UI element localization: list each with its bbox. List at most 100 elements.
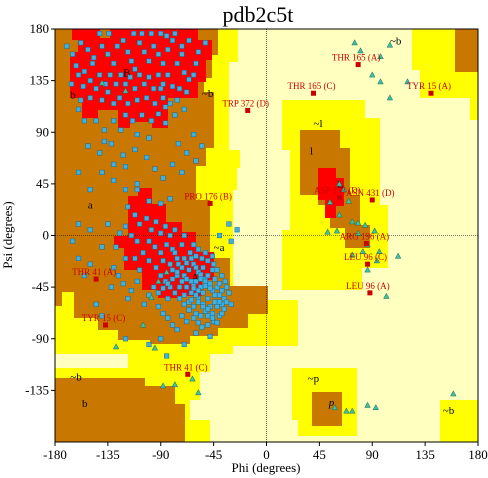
residue-point [179, 265, 185, 271]
residue-point [108, 141, 114, 147]
x-tick-label: -90 [152, 447, 169, 462]
residue-point [90, 60, 96, 66]
residue-point [191, 131, 197, 138]
residue-point [191, 285, 197, 291]
residue-point [184, 284, 190, 290]
residue-point [99, 244, 105, 250]
residue-point [80, 83, 86, 89]
residue-point [144, 215, 150, 221]
residue-point [169, 161, 176, 167]
residue-point [125, 49, 131, 55]
residue-point [181, 341, 187, 348]
x-tick-label: 0 [263, 447, 270, 462]
glycine-point [371, 227, 378, 234]
glycine-point [372, 404, 379, 411]
residue-point [181, 70, 187, 76]
residue-point [174, 60, 180, 66]
x-tick-label: -45 [205, 447, 222, 462]
glycine-point [377, 53, 384, 59]
residue-point [198, 271, 204, 278]
residue-point [139, 31, 145, 37]
residue-point [122, 187, 129, 193]
residue-point [198, 276, 204, 282]
residue-point [128, 288, 134, 294]
glycine-point [349, 251, 356, 258]
residue-point [207, 281, 213, 287]
residue-point [193, 310, 199, 317]
residue-point [160, 258, 166, 264]
outlier-label: PRO 176 (B) [184, 191, 232, 201]
residue-point [134, 97, 140, 103]
residue-point [186, 76, 192, 83]
residue-point [188, 255, 194, 261]
residue-point [155, 290, 161, 296]
glycine-point [349, 407, 356, 414]
residue-point [105, 221, 111, 227]
residue-point [164, 353, 170, 359]
residue-point [148, 118, 154, 124]
residue-point [216, 232, 223, 239]
residue-point [113, 244, 119, 250]
residue-point [146, 198, 152, 204]
residue-point [181, 106, 187, 112]
glycine-point [359, 248, 367, 255]
residue-point [202, 250, 208, 256]
residue-point [75, 106, 82, 112]
residue-point [137, 72, 143, 78]
residue-point [111, 161, 117, 167]
residue-point [186, 37, 192, 44]
residue-point [172, 290, 178, 296]
outlier-point [355, 62, 361, 68]
residue-point [132, 66, 138, 72]
residue-point [151, 86, 157, 92]
outlier-point [363, 241, 369, 247]
residue-point [165, 72, 171, 78]
residue-point [97, 150, 103, 156]
residue-point [160, 310, 166, 317]
outlier-label: ASP 333 (D) [314, 186, 361, 196]
glycine-point [354, 219, 362, 226]
residue-point [214, 304, 220, 310]
residue-point [226, 290, 232, 296]
residue-point [134, 131, 140, 138]
residue-point [179, 313, 185, 319]
residue-point [205, 322, 211, 328]
residue-point [195, 288, 201, 294]
residue-point [211, 261, 217, 267]
residue-point [160, 95, 166, 101]
residue-point [120, 281, 126, 287]
residue-point [99, 313, 105, 319]
x-tick-label: -135 [96, 447, 120, 462]
residue-point [146, 74, 152, 80]
residue-point [78, 97, 84, 103]
residue-point [175, 261, 181, 267]
residue-point [193, 292, 199, 298]
y-tick-label: -135 [25, 382, 49, 397]
residue-point [70, 51, 76, 57]
residue-point [125, 296, 131, 302]
glycine-point [159, 382, 167, 389]
residue-point [188, 290, 194, 296]
x-tick-label: 45 [313, 447, 326, 462]
residue-point [117, 230, 123, 236]
region-label: p [328, 397, 335, 409]
x-axis-ticks: -180 -135 -90 -45 0 45 90 135 180 [43, 442, 488, 462]
residue-point [125, 204, 131, 210]
glycine-point [450, 390, 457, 397]
residue-point [179, 169, 185, 175]
x-tick-label: -180 [43, 447, 67, 462]
residue-point [151, 43, 157, 49]
residue-point [111, 177, 117, 183]
residue-point [128, 58, 134, 64]
residue-point [158, 250, 164, 256]
residue-point [172, 31, 178, 37]
residue-point [125, 101, 131, 107]
residue-point [122, 255, 129, 261]
residue-point [155, 51, 161, 57]
allowed-region-lp [312, 392, 342, 426]
residue-point [131, 31, 137, 37]
residue-point [87, 227, 93, 233]
residue-point [152, 101, 158, 107]
region-label: l [310, 146, 313, 158]
glycine-point [171, 381, 179, 388]
